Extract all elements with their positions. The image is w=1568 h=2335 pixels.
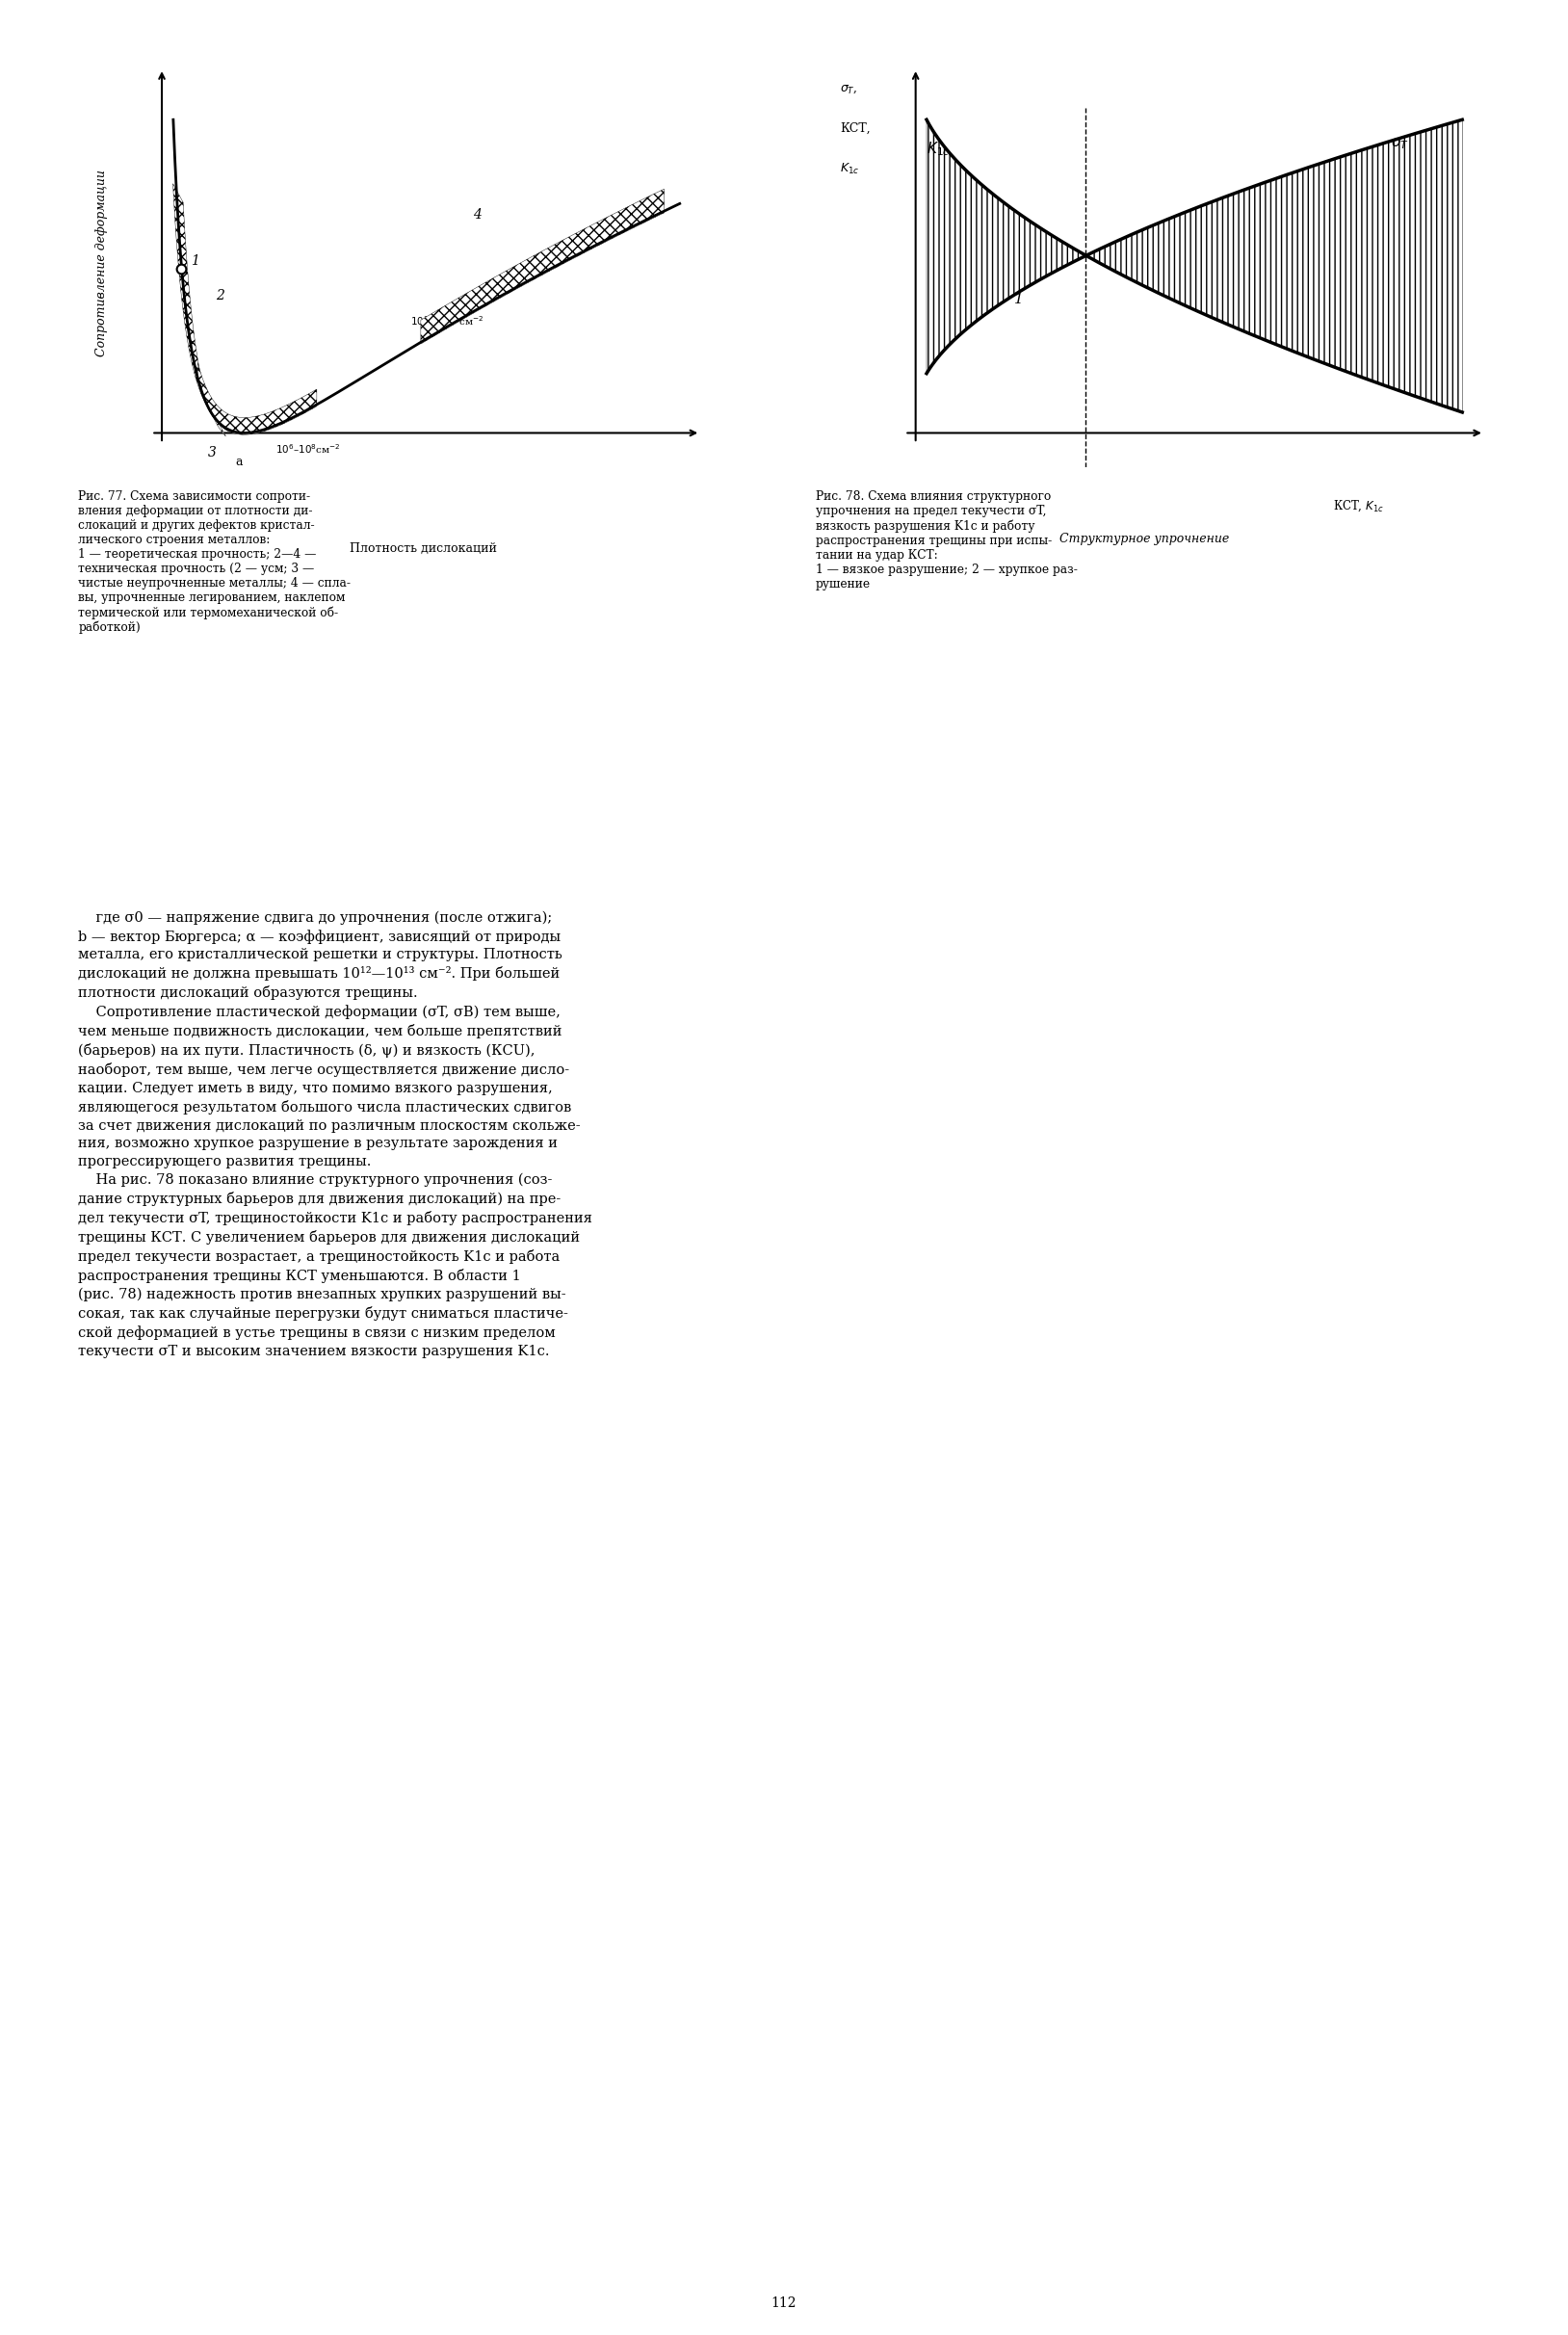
Text: $\sigma_T$: $\sigma_T$ <box>1391 135 1410 152</box>
Text: 2: 2 <box>1287 292 1297 306</box>
Text: $10^6$–$10^8$см$^{-2}$: $10^6$–$10^8$см$^{-2}$ <box>276 441 340 455</box>
Text: где σ0 — напряжение сдвига до упрочнения (после отжига);
b — вектор Бюргерса; α : где σ0 — напряжение сдвига до упрочнения… <box>78 911 593 1359</box>
Polygon shape <box>420 189 665 343</box>
Text: 3: 3 <box>209 446 216 460</box>
Text: КСТ,: КСТ, <box>840 121 870 135</box>
Text: 1: 1 <box>1014 292 1024 306</box>
Text: Сопротивление деформации: Сопротивление деформации <box>96 170 108 355</box>
Text: $10^{10}$–$10^{12}$см$^{-2}$: $10^{10}$–$10^{12}$см$^{-2}$ <box>411 315 485 327</box>
Text: Плотность дислокаций: Плотность дислокаций <box>350 542 497 556</box>
Text: Рис. 77. Схема зависимости сопроти-
вления деформации от плотности ди-
слокаций : Рис. 77. Схема зависимости сопроти- влен… <box>78 490 351 635</box>
Text: а: а <box>235 455 243 469</box>
Polygon shape <box>198 362 317 434</box>
Text: $K_{1c}$: $K_{1c}$ <box>927 140 950 159</box>
Polygon shape <box>172 184 226 437</box>
Text: 2: 2 <box>216 290 224 301</box>
Text: $K_{1c}$: $K_{1c}$ <box>840 161 859 177</box>
Text: Рис. 78. Схема влияния структурного
упрочнения на предел текучести σT,
вязкость : Рис. 78. Схема влияния структурного упро… <box>815 490 1077 591</box>
Text: КСТ, $K_{1c}$: КСТ, $K_{1c}$ <box>1333 497 1385 514</box>
Text: $\sigma_T$,: $\sigma_T$, <box>840 82 858 96</box>
Text: 1: 1 <box>190 255 199 269</box>
Text: 4: 4 <box>472 208 481 222</box>
Text: Структурное упрочнение: Структурное упрочнение <box>1058 532 1229 544</box>
Text: 112: 112 <box>771 2295 797 2309</box>
